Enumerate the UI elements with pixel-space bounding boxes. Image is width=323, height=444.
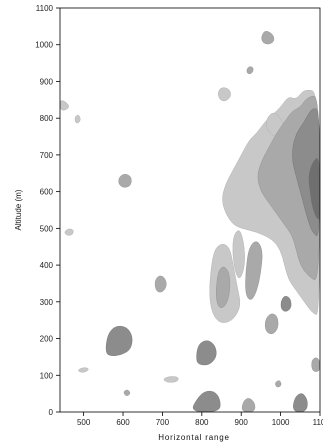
- y-tick-label: 800: [40, 114, 54, 123]
- contour-small-50: [123, 389, 131, 396]
- y-axis: 0 100 200 300 400 500 600 700 800 900 1000 1100: [35, 4, 60, 417]
- y-tick-label: 600: [40, 188, 54, 197]
- y-tick-label: 100: [40, 371, 54, 380]
- plot-frame: [59, 7, 321, 413]
- contour-right-250: [264, 313, 279, 335]
- contour-blob-100-left: [78, 367, 89, 373]
- x-tick-label: 110: [313, 418, 323, 427]
- contour-blob-345: [154, 275, 167, 293]
- y-axis-label: Altitude (m): [14, 189, 23, 230]
- contour-right-290: [280, 296, 292, 312]
- x-axis-label: Horizontal range: [158, 433, 230, 442]
- x-tick-label: 1000: [272, 418, 290, 427]
- contour-blob-160: [196, 340, 217, 366]
- contour-bottom-920: [241, 398, 256, 412]
- contour-bottom-800: [192, 390, 221, 412]
- contour-spot-800: [74, 114, 81, 124]
- contour-left-edge-840: [60, 100, 69, 111]
- y-tick-label: 200: [40, 335, 54, 344]
- plot-area: [60, 31, 320, 412]
- contour-left-490: [64, 228, 74, 236]
- y-tick-label: 1100: [36, 4, 54, 13]
- y-tick-label: 1000: [35, 41, 53, 50]
- contour-blob-870: [218, 87, 231, 102]
- contour-blob-200-left: [105, 325, 133, 356]
- contour-small-930: [246, 66, 254, 74]
- contour-bottom-1040: [293, 393, 308, 412]
- contour-lower-plume-core: [216, 266, 231, 308]
- contour-blob-630: [118, 174, 132, 188]
- x-tick-label: 800: [195, 418, 209, 427]
- x-tick-label: 500: [77, 418, 91, 427]
- x-tick-label: 600: [116, 418, 130, 427]
- x-tick-label: 700: [156, 418, 170, 427]
- y-tick-label: 500: [40, 224, 54, 233]
- y-tick-label: 0: [49, 408, 54, 417]
- y-tick-label: 700: [40, 151, 54, 160]
- y-tick-label: 300: [40, 298, 54, 307]
- contour-small-75: [275, 380, 282, 388]
- x-axis: 500 600 700 800 900 1000 110: [77, 412, 323, 427]
- contour-blob-130-right: [311, 357, 320, 372]
- contour-column-mid: [245, 241, 263, 300]
- contour-main-mass-center: [308, 158, 320, 220]
- y-tick-label: 400: [40, 261, 54, 270]
- contour-blob-90: [163, 376, 179, 383]
- contour-vertical-streak-400: [232, 230, 245, 279]
- y-tick-label: 900: [40, 77, 54, 86]
- contour-small-top-1000: [261, 31, 275, 45]
- x-tick-label: 900: [235, 418, 249, 427]
